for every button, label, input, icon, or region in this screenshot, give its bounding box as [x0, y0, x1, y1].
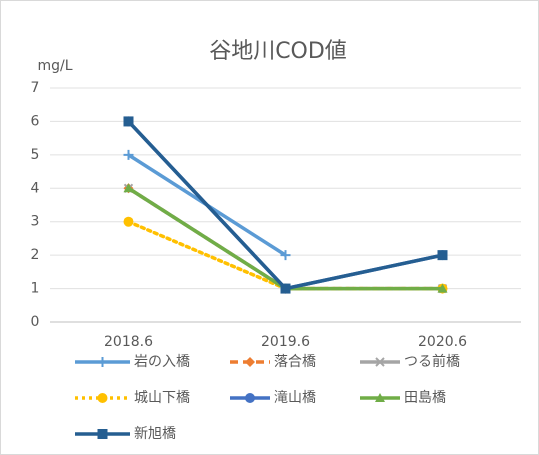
y-tick-label: 6: [31, 113, 40, 129]
marker: [280, 283, 291, 294]
marker: [375, 357, 385, 367]
marker: [245, 357, 255, 367]
marker: [123, 216, 134, 227]
marker: [97, 357, 108, 367]
chart-title: 谷地川COD値: [209, 39, 347, 64]
legend-label: つる前橋: [404, 353, 460, 370]
legend-label: 城山下橋: [134, 390, 190, 406]
marker: [123, 183, 134, 193]
y-tick-label: 1: [31, 281, 40, 297]
marker: [437, 250, 448, 261]
marker: [97, 429, 108, 439]
legend-label: 岩の入橋: [134, 354, 190, 370]
y-tick-label: 4: [31, 180, 40, 196]
x-tick-label: 2020.6: [418, 334, 467, 350]
x-tick-label: 2018.6: [104, 334, 153, 350]
legend-label: 新旭橋: [134, 426, 176, 442]
y-axis-label: mg/L: [37, 58, 72, 74]
marker: [437, 283, 448, 293]
legend-label: 落合橋: [274, 354, 316, 370]
y-tick-label: 5: [31, 147, 40, 163]
y-tick-label: 3: [31, 214, 40, 230]
marker: [245, 393, 255, 403]
marker: [280, 250, 291, 261]
marker: [97, 393, 108, 403]
y-tick-label: 2: [31, 247, 40, 263]
legend-label: 滝山橋: [274, 390, 316, 406]
marker: [123, 116, 134, 127]
x-tick-label: 2019.6: [261, 334, 310, 350]
y-tick-label: 7: [31, 80, 40, 96]
marker: [375, 393, 385, 402]
marker: [123, 149, 134, 160]
y-tick-label: 0: [31, 314, 40, 330]
legend-label: 田島橋: [404, 390, 446, 406]
